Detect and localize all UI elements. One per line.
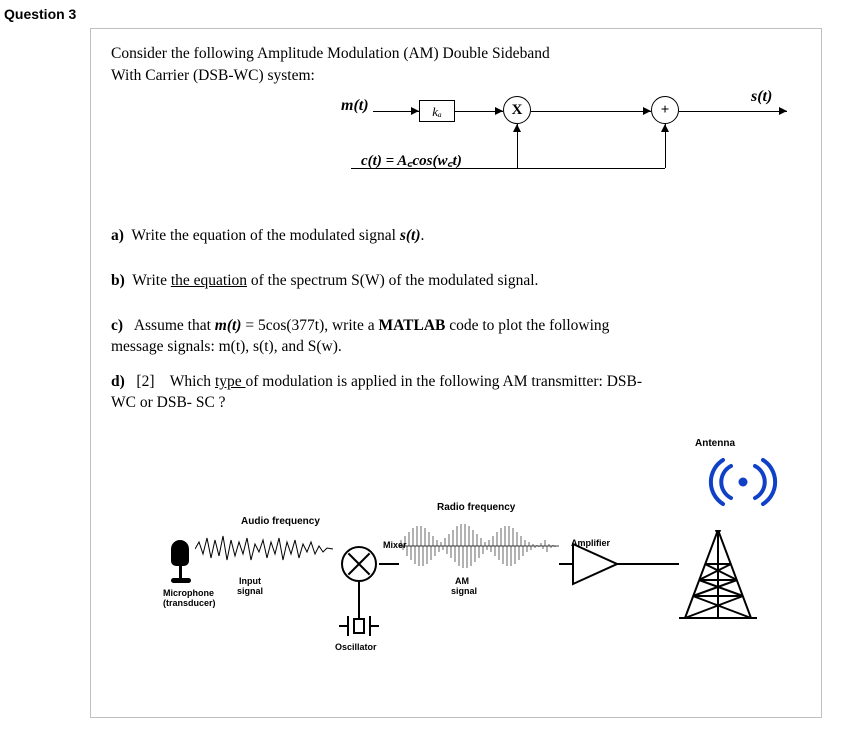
label-antenna: Antenna	[695, 438, 735, 449]
wire	[379, 563, 399, 565]
label-mic2: (transducer)	[163, 598, 216, 608]
part-c-text-c: code to plot the following	[445, 317, 609, 334]
part-a-end: .	[420, 227, 424, 244]
transmitter-figure: Antenna Audio frequency Radio frequency …	[111, 420, 801, 660]
label-st: s(t)	[751, 88, 772, 106]
label-radio-freq: Radio frequency	[437, 502, 515, 513]
part-c-mt: m(t)	[215, 317, 242, 334]
wire	[371, 625, 379, 627]
wire	[339, 625, 347, 627]
wire	[358, 582, 360, 618]
wire	[531, 111, 651, 112]
block-ka: kₐ	[419, 100, 455, 122]
part-c-line2: message signals: m(t), s(t), and S(w).	[111, 338, 342, 355]
arrow-icon	[513, 124, 521, 132]
arrow-icon	[779, 107, 787, 115]
part-b: b) Write the equation of the spectrum S(…	[111, 271, 801, 292]
question-content: Consider the following Amplitude Modulat…	[90, 28, 822, 718]
multiplier-node: X	[503, 96, 531, 124]
intro-line-1: Consider the following Amplitude Modulat…	[111, 43, 801, 65]
part-a-text: Write the equation of the modulated sign…	[131, 227, 399, 244]
part-c-prefix: c)	[111, 317, 123, 334]
arrow-icon	[643, 107, 651, 115]
label-oscillator: Oscillator	[335, 642, 377, 652]
part-a: a) Write the equation of the modulated s…	[111, 226, 801, 247]
mixer-icon	[341, 546, 377, 582]
part-d-post: of modulation is applied in the followin…	[246, 373, 643, 390]
adder-node: +	[651, 96, 679, 124]
wire	[679, 111, 787, 112]
label-audio-freq: Audio frequency	[241, 516, 320, 527]
part-b-prefix: b)	[111, 272, 125, 289]
label-input1: Input	[239, 576, 261, 586]
label-input2: signal	[237, 586, 263, 596]
part-c: c) Assume that m(t) = 5cos(377t), write …	[111, 316, 801, 358]
antenna-tower-icon	[673, 530, 763, 625]
part-b-pre: Write	[132, 272, 171, 289]
block-diagram: m(t) s(t) kₐ X + c(t) = A꜀cos(w꜀t)	[111, 92, 801, 212]
microphone-icon	[171, 540, 189, 566]
part-d-marks: [2]	[136, 373, 154, 390]
label-ct: c(t) = A꜀cos(w꜀t)	[361, 150, 462, 170]
part-b-underline: the equation	[171, 272, 247, 289]
part-b-post: of the spectrum S(W) of the modulated si…	[247, 272, 538, 289]
part-a-prefix: a)	[111, 227, 124, 244]
microphone-base	[171, 578, 191, 583]
arrow-icon	[411, 107, 419, 115]
question-header: Question 3	[0, 0, 862, 22]
arrow-icon	[495, 107, 503, 115]
radio-waves-icon	[701, 452, 785, 517]
part-c-matlab: MATLAB	[378, 317, 445, 334]
part-d-prefix: d)	[111, 373, 125, 390]
rf-waveform-icon	[399, 520, 559, 572]
oscillator-icon	[347, 618, 371, 634]
part-d: d) [2] Which type of modulation is appli…	[111, 372, 801, 414]
part-a-signal: s(t)	[400, 227, 421, 244]
part-d-underline: type	[215, 373, 246, 390]
page: Question 3 Consider the following Amplit…	[0, 0, 862, 730]
part-c-text-b: = 5cos(377t), write a	[241, 317, 378, 334]
part-d-pre: Which	[170, 373, 215, 390]
amplifier-icon	[571, 542, 619, 586]
audio-waveform-icon	[195, 532, 335, 566]
arrow-icon	[661, 124, 669, 132]
part-d-line2: WC or DSB- SC ?	[111, 394, 226, 411]
label-mt: m(t)	[341, 97, 369, 115]
part-c-text-a: Assume that	[134, 317, 215, 334]
label-am2: signal	[451, 586, 477, 596]
label-mic1: Microphone	[163, 588, 214, 598]
label-am1: AM	[455, 576, 469, 586]
intro-line-2: With Carrier (DSB-WC) system:	[111, 65, 801, 87]
wire	[617, 563, 679, 565]
wire	[351, 168, 665, 169]
